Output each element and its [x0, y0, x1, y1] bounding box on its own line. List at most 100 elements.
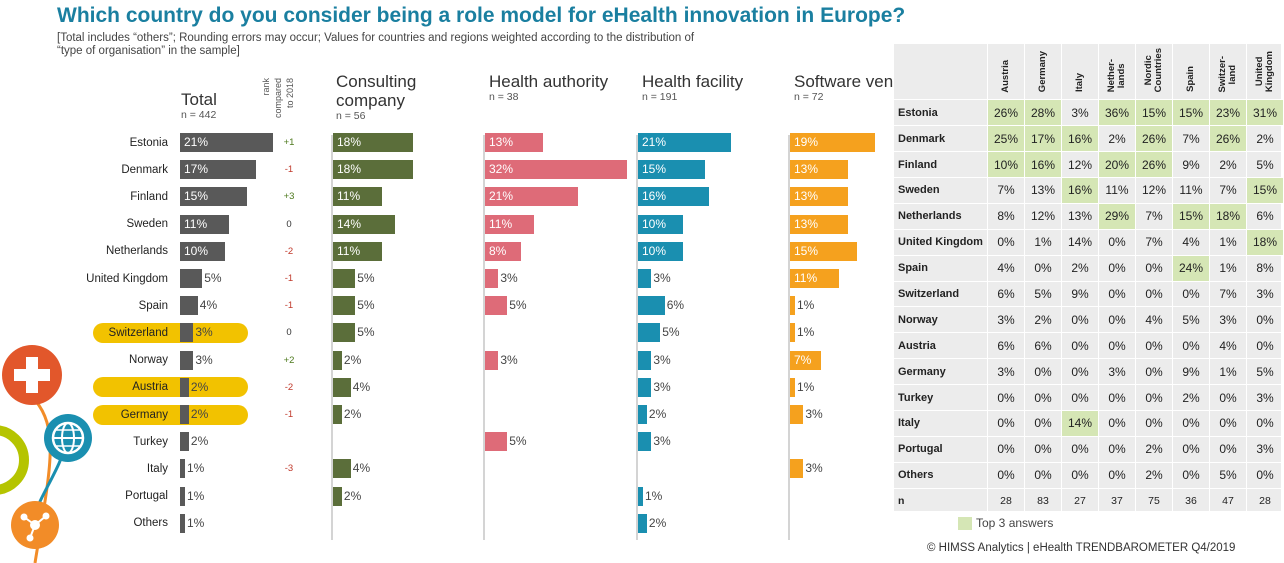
matrix-row-label: Estonia — [893, 99, 988, 127]
bar-health-facility — [638, 432, 652, 452]
rank-change: +3 — [283, 191, 295, 203]
matrix-cell: 2% — [1024, 306, 1062, 334]
data-label: 5% — [357, 298, 375, 313]
data-label: 11% — [337, 243, 361, 258]
matrix-cell: 6% — [1246, 202, 1284, 230]
matrix-cell: 6% — [987, 332, 1025, 360]
matrix-n-cell: 83 — [1024, 487, 1062, 515]
data-label: 1% — [797, 298, 815, 313]
sample-size: n = 442 — [181, 109, 217, 121]
matrix-cell: 31% — [1246, 99, 1284, 127]
column-header-consulting-company: Consulting company n = 56 — [336, 72, 476, 122]
matrix-cell: 16% — [1024, 151, 1062, 179]
matrix-cell: 0% — [987, 461, 1025, 489]
bar-health-facility — [638, 214, 683, 234]
matrix-row: Turkey 0% 0% 0% 0% 0% 2% 0% 3% — [893, 384, 1284, 412]
bar-software-vendor — [790, 241, 857, 261]
matrix-cell: 0% — [1098, 332, 1136, 360]
country-label: Turkey — [133, 435, 168, 448]
rank-change: -1 — [284, 273, 294, 284]
bar-consulting-company — [333, 405, 342, 424]
bar-total — [180, 214, 229, 234]
matrix-cell: 3% — [1098, 358, 1136, 386]
matrix-cell: 4% — [1135, 306, 1173, 334]
data-label: 2% — [190, 379, 209, 394]
matrix-cell: 0% — [1209, 384, 1247, 412]
bar-software-vendor — [790, 350, 822, 370]
matrix-column-label: Austria — [1000, 59, 1011, 93]
note-line-2: “type of organisation” in the sample] — [57, 45, 240, 57]
column-header-health-authority: Health authority n = 38 — [489, 72, 629, 103]
bar-health-authority — [485, 160, 628, 180]
matrix-cell: 0% — [1246, 410, 1284, 437]
matrix-cell: 0% — [1098, 228, 1136, 256]
data-label: 13% — [489, 135, 514, 149]
data-label: 10% — [642, 216, 667, 231]
bar-consulting-company — [333, 377, 351, 397]
matrix-row: Spain 4% 0% 2% 0% 0% 24% 1% 8% — [893, 254, 1284, 282]
matrix-cell: 0% — [1172, 435, 1210, 463]
bar-health-facility — [638, 187, 710, 207]
matrix-cell: 0% — [1098, 384, 1136, 412]
highlight-pill — [93, 377, 248, 398]
matrix-cell: 18% — [1209, 202, 1247, 230]
data-label: 3% — [805, 407, 823, 421]
country-label: Austria — [132, 381, 168, 394]
matrix-cell: 0% — [1246, 306, 1284, 334]
copyright: © HIMSS Analytics | eHealth TRENDBAROMET… — [927, 542, 1236, 554]
matrix-cell: 3% — [987, 306, 1025, 334]
data-label: 3% — [195, 352, 213, 367]
matrix-cell: 0% — [1172, 461, 1210, 489]
data-label: 18% — [337, 135, 362, 149]
bar-consulting-company — [333, 214, 396, 234]
globe-icon — [44, 414, 92, 462]
data-label: 2% — [648, 515, 667, 530]
column-header-total: Total n = 442 — [181, 90, 321, 121]
matrix-row: Norway 3% 2% 0% 0% 4% 5% 3% 0% — [893, 306, 1284, 334]
matrix-cell: 0% — [1135, 332, 1173, 360]
matrix-column-header: United Kingdom — [1246, 42, 1284, 101]
matrix-cell: 0% — [1098, 435, 1136, 463]
matrix-cell: 3% — [1209, 306, 1247, 334]
matrix-cell: 3% — [1061, 99, 1099, 127]
matrix-cell: 7% — [1209, 280, 1247, 308]
bar-health-authority — [485, 187, 579, 207]
data-label: 16% — [642, 189, 667, 204]
matrix-row: Germany 3% 0% 0% 3% 0% 9% 1% 5% — [893, 358, 1284, 386]
data-label: 1% — [797, 379, 815, 394]
matrix-cell: 26% — [987, 99, 1025, 127]
matrix-cell: 0% — [1209, 410, 1247, 437]
matrix-cell: 9% — [1061, 280, 1099, 308]
column-divider — [483, 135, 485, 540]
bar-software-vendor — [790, 296, 795, 316]
matrix-n-row: n 28 83 27 37 75 36 47 28 — [893, 487, 1284, 515]
matrix-cell: 3% — [1246, 384, 1284, 412]
matrix-cell: 11% — [1098, 177, 1136, 204]
data-label: 3% — [195, 325, 213, 340]
matrix-row-label: Portugal — [893, 435, 988, 463]
matrix-cell: 0% — [1061, 332, 1099, 360]
rank-change: 0 — [286, 218, 292, 230]
matrix-column-label: Nordic Countries — [1143, 48, 1164, 93]
country-label: Portugal — [125, 490, 168, 503]
matrix-cell: 0% — [1098, 306, 1136, 334]
bar-software-vendor — [790, 459, 804, 479]
matrix-column-header: Nether-lands — [1098, 42, 1136, 101]
matrix-cell: 0% — [1135, 384, 1173, 412]
data-label: 1% — [187, 461, 205, 476]
matrix-cell: 13% — [1024, 177, 1062, 204]
data-label: 5% — [509, 298, 527, 313]
matrix-row-label: Austria — [893, 332, 988, 360]
matrix-cell: 7% — [1172, 125, 1210, 153]
matrix-cell: 0% — [1024, 384, 1062, 412]
bar-total — [180, 187, 247, 207]
matrix-cell: 2% — [1098, 125, 1136, 153]
data-label: 19% — [794, 135, 819, 149]
matrix-cell: 4% — [1209, 332, 1247, 360]
data-label: 3% — [500, 352, 518, 367]
bar-health-authority — [485, 296, 508, 316]
data-label: 7% — [794, 352, 812, 367]
matrix-cell: 1% — [1209, 358, 1247, 386]
matrix-row-label: Spain — [893, 254, 988, 282]
sample-size: n = 56 — [336, 110, 366, 122]
